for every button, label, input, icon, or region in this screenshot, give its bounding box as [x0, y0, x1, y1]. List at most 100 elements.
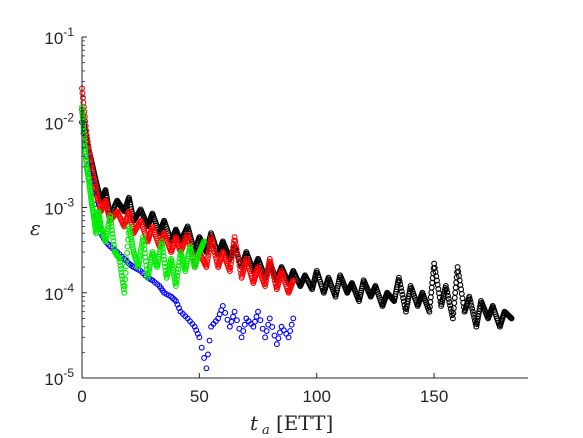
data-point: [226, 268, 233, 274]
data-point-interp: [169, 261, 176, 268]
data-point: [238, 334, 245, 341]
data-point-interp: [122, 276, 129, 283]
data-point-interp: [160, 252, 167, 259]
data-point-interp: [210, 243, 217, 250]
data-point-interp: [268, 261, 275, 268]
data-point-interp: [176, 305, 182, 312]
data-point: [262, 283, 269, 289]
data-point: [219, 303, 226, 309]
data-point-interp: [269, 268, 276, 274]
data-point-interp: [287, 328, 294, 334]
data-point-interp: [160, 249, 167, 256]
data-point: [231, 308, 238, 315]
data-point-interp: [123, 263, 130, 270]
data-point-interp: [269, 324, 276, 330]
data-point-interp: [161, 256, 168, 263]
y-tick-label: 10-3: [44, 196, 74, 219]
x-axis-label: t a [ETT]: [250, 411, 333, 438]
data-point-interp: [185, 234, 192, 241]
data-point: [107, 212, 114, 219]
data-point-interp: [445, 292, 451, 299]
data-point-interp: [271, 274, 277, 281]
data-point-interp: [185, 226, 192, 232]
data-point-interp: [135, 261, 142, 268]
data-point-interp: [136, 255, 143, 262]
axes: [81, 37, 528, 379]
data-point: [262, 334, 269, 341]
data-point: [250, 323, 257, 330]
data-point-interp: [443, 286, 450, 293]
data-point-interp: [122, 257, 129, 264]
data-point-interp: [267, 258, 274, 265]
data-point: [290, 315, 297, 322]
series-0: [79, 106, 515, 330]
data-point: [172, 298, 179, 304]
data-point: [191, 323, 198, 330]
data-point-interp: [469, 305, 476, 312]
data-point-interp: [450, 305, 457, 312]
data-point-interp: [264, 272, 270, 279]
data-point-interp: [122, 269, 129, 276]
data-point-interp: [230, 313, 236, 320]
data-point-interp: [222, 309, 229, 316]
data-point-interp: [118, 272, 125, 279]
data-point-interp: [169, 264, 176, 270]
data-point-interp: [228, 254, 235, 261]
data-point-interp: [397, 281, 404, 288]
data-point-interp: [233, 246, 240, 253]
x-axis-label-unit: [ETT]: [276, 411, 333, 435]
data-point-interp: [428, 289, 435, 296]
data-point-interp: [117, 262, 124, 269]
data-point-interp: [263, 274, 270, 281]
data-point-interp: [205, 351, 211, 358]
data-point-interp: [257, 317, 264, 324]
data-point: [395, 274, 402, 281]
data-point-interp: [108, 220, 115, 226]
plot-area: [79, 85, 515, 372]
data-point-interp: [205, 249, 212, 256]
data-point-interp: [452, 289, 459, 296]
data-point-interp: [447, 305, 454, 312]
data-point-interp: [141, 250, 148, 257]
data-point: [266, 255, 273, 262]
data-point-interp: [240, 328, 247, 334]
data-point-interp: [186, 238, 192, 245]
data-point: [226, 323, 233, 330]
data-point-interp: [186, 228, 192, 235]
data-point-interp: [138, 246, 145, 253]
data-point-interp: [451, 300, 458, 306]
data-point: [196, 334, 203, 341]
data-point: [184, 231, 191, 238]
data-point-interp: [468, 302, 475, 309]
data-point: [116, 255, 123, 262]
data-point: [208, 234, 215, 241]
data-point: [273, 341, 280, 348]
data-point-interp: [141, 246, 148, 253]
data-point-interp: [275, 335, 282, 342]
data-point-interp: [193, 327, 200, 334]
x-tick-label: 150: [420, 387, 448, 406]
data-point-interp: [396, 278, 403, 285]
data-point: [140, 234, 146, 241]
data-point-interp: [204, 255, 211, 262]
data-point-interp: [109, 227, 115, 234]
data-point-interp: [427, 294, 434, 301]
data-point-interp: [467, 296, 473, 303]
y-tick-label: 10-2: [44, 110, 74, 133]
data-point-interp: [107, 216, 114, 223]
data-point-interp: [206, 337, 213, 344]
data-point-interp: [228, 318, 235, 325]
data-point-interp: [211, 249, 218, 256]
ticks: 0 50 100 150 10-1 10-2 10-3 10-4 10-5: [44, 25, 448, 406]
data-point-interp: [110, 241, 117, 248]
data-point-interp: [79, 117, 86, 124]
x-axis-label-subscript: a: [262, 423, 270, 438]
data-point-interp: [429, 279, 436, 286]
data-point-interp: [208, 237, 215, 244]
data-point-interp: [117, 259, 123, 266]
data-point-interp: [270, 271, 277, 277]
data-point-interp: [210, 246, 217, 253]
data-point-interp: [201, 355, 208, 361]
x-tick-label: 0: [77, 387, 86, 406]
